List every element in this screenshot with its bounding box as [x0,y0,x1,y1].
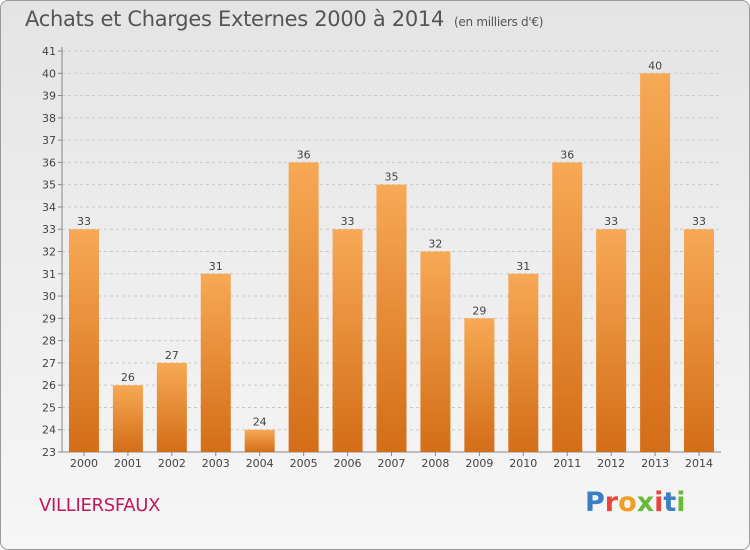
bar [684,229,715,452]
x-tick-label: 2009 [465,457,493,470]
bar [200,273,231,452]
logo-letter: i [654,487,664,518]
data-label: 31 [209,260,223,273]
x-tick-label: 2001 [114,457,142,470]
y-tick-label: 25 [42,401,56,414]
bar [596,229,627,452]
bar [68,229,99,452]
y-tick-label: 38 [42,112,56,125]
bar [420,251,451,452]
logo-letter: r [604,487,619,518]
unit-label: (en milliers d'€) [454,15,544,29]
bar [112,385,143,452]
chart-title: Achats et Charges Externes 2000 à 2014 (e… [25,7,543,31]
data-label: 32 [428,238,442,251]
y-tick-label: 28 [42,335,56,348]
data-label: 36 [560,148,574,161]
y-tick-label: 30 [42,290,56,303]
commune-name: VILLIERSFAUX [39,495,161,516]
data-label: 33 [604,215,618,228]
proxiti-logo[interactable]: Proxiti [585,487,686,518]
logo-letter: x [636,487,655,518]
data-label: 33 [341,215,355,228]
y-tick-label: 24 [42,424,56,437]
y-tick-label: 33 [42,223,56,236]
x-tick-label: 2013 [641,457,669,470]
y-tick-label: 41 [42,45,56,58]
labels: 23 24 25 26 27 28 29 30 31 32 33 34 35 36 37 38 39 40 41 33… [42,45,713,470]
x-tick-label: 2003 [202,457,230,470]
y-tick-label: 32 [42,246,56,259]
x-tick-label: 2014 [685,457,713,470]
logo-letter: i [676,487,686,518]
bar [156,362,187,452]
data-label: 27 [165,349,179,362]
bar [288,162,319,452]
x-tick-label: 2012 [597,457,625,470]
x-tick-label: 2011 [553,457,581,470]
bar [332,229,363,452]
data-label: 24 [253,416,267,429]
data-label: 31 [516,260,530,273]
bar [508,273,539,452]
bar [376,184,407,452]
y-tick-label: 36 [42,156,56,169]
bar [464,318,495,452]
y-tick-label: 27 [42,357,56,370]
data-label: 26 [121,371,135,384]
y-tick-label: 26 [42,379,56,392]
x-tick-label: 2007 [378,457,406,470]
data-label: 40 [648,59,662,72]
y-tick-label: 34 [42,201,56,214]
data-label: 33 [77,215,91,228]
x-tick-label: 2004 [246,457,274,470]
x-tick-label: 2000 [70,457,98,470]
y-tick-label: 31 [42,268,56,281]
x-tick-label: 2005 [290,457,318,470]
y-tick-label: 40 [42,67,56,80]
logo-letter: o [618,487,637,518]
y-tick-label: 35 [42,179,56,192]
logo-letter: t [663,487,677,518]
y-tick-label: 39 [42,90,56,103]
title-text: Achats et Charges Externes 2000 à 2014 [25,7,445,31]
logo-letter: P [585,487,605,518]
bar [244,429,275,452]
bar [552,162,583,452]
data-label: 33 [692,215,706,228]
data-label: 36 [297,148,311,161]
x-tick-label: 2010 [509,457,537,470]
x-tick-label: 2006 [334,457,362,470]
y-tick-label: 29 [42,312,56,325]
bar [640,73,671,453]
data-label: 35 [385,171,399,184]
y-tick-label: 37 [42,134,56,147]
x-tick-label: 2008 [421,457,449,470]
bars [68,73,715,453]
y-tick-label: 23 [42,446,56,459]
x-tick-label: 2002 [158,457,186,470]
data-label: 29 [472,304,486,317]
